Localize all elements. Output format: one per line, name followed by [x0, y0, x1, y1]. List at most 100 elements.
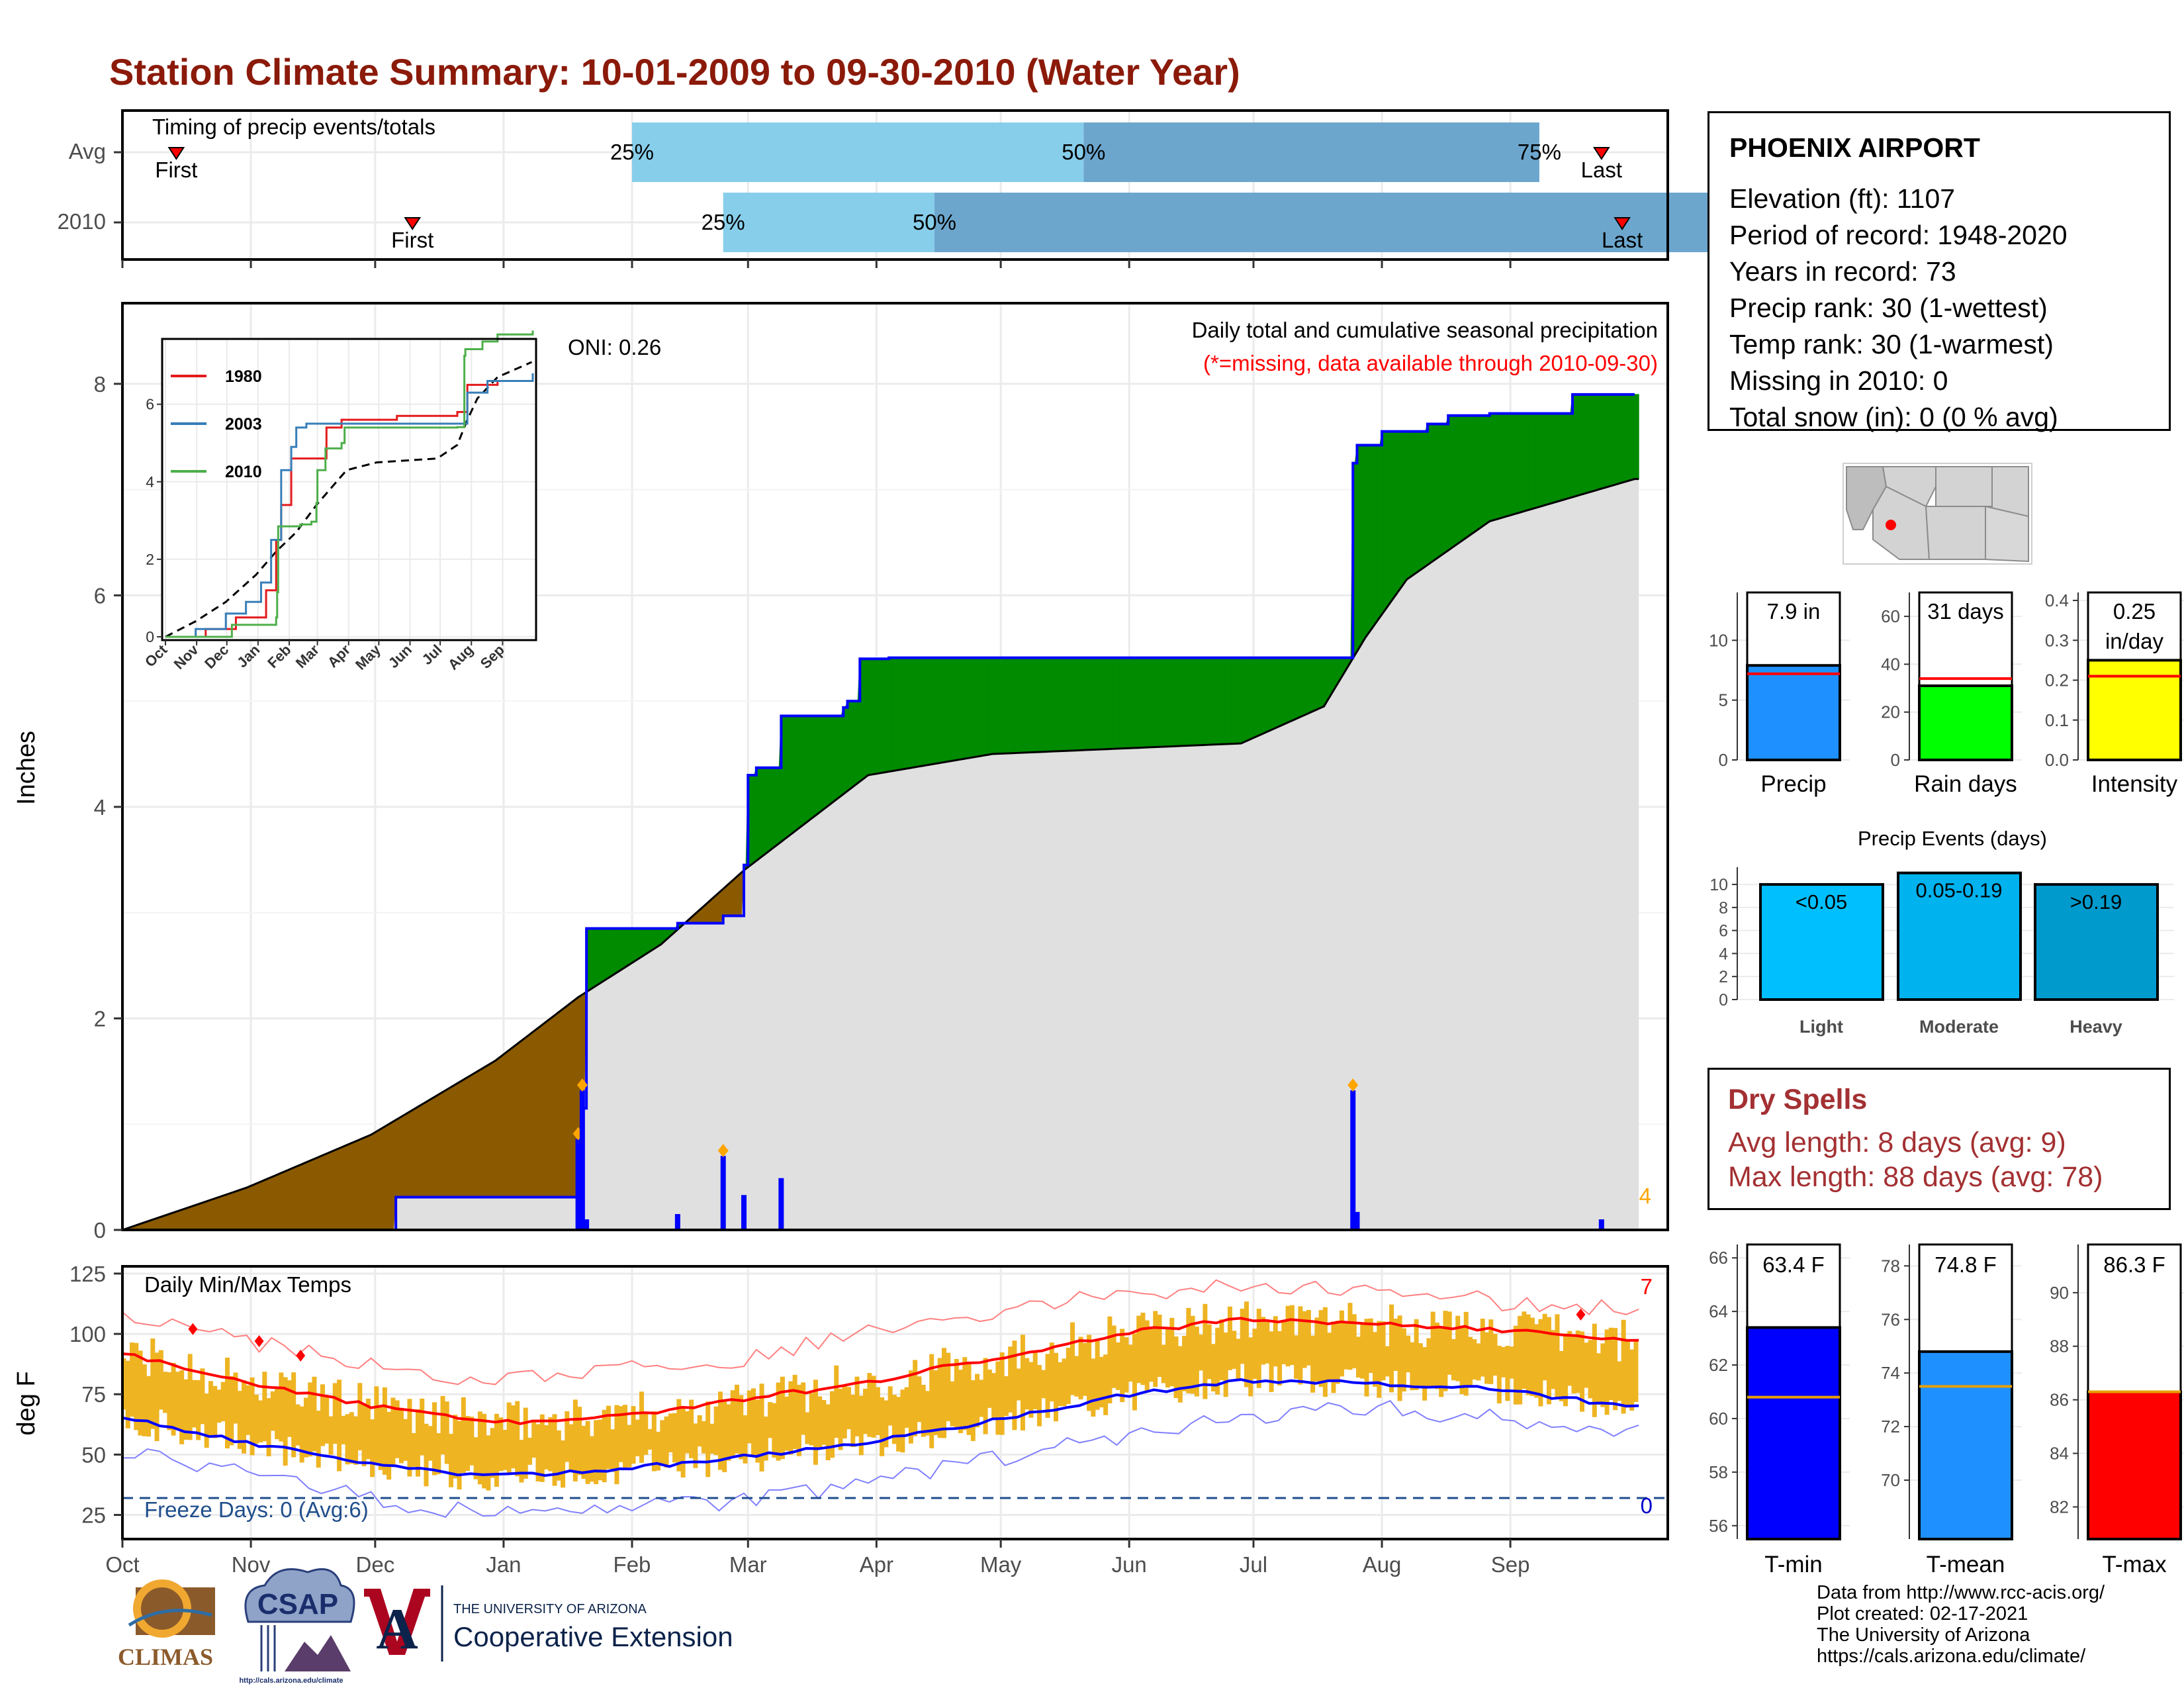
daily-temp-range-bar — [1032, 1351, 1038, 1409]
daily-temp-range-bar — [651, 1411, 657, 1472]
daily-temp-range-bar — [1327, 1333, 1332, 1382]
small-bar-ytick-label: 5 — [1719, 690, 1728, 710]
daily-temp-range-bar — [713, 1406, 719, 1456]
daily-temp-range-bar — [519, 1439, 524, 1483]
daily-temp-range-bar — [262, 1372, 267, 1442]
daily-temp-range-bar — [572, 1399, 578, 1481]
daily-temp-range-bar — [1406, 1335, 1411, 1373]
daily-temp-range-bar — [1422, 1346, 1428, 1401]
locator-map — [1843, 463, 2032, 565]
daily-temp-range-bar — [1443, 1311, 1448, 1391]
timing-pct-label: 25% — [610, 140, 654, 164]
daily-temp-range-bar — [556, 1430, 561, 1481]
daily-temp-range-bar — [1559, 1350, 1564, 1401]
daily-temp-range-bar — [1148, 1328, 1154, 1382]
daily-temp-range-bar — [606, 1405, 611, 1470]
daily-temp-range-bar — [1058, 1362, 1063, 1407]
daily-temp-range-bar — [1625, 1339, 1630, 1408]
month-tick-label: Aug — [1363, 1552, 1402, 1577]
events-category-label: Heavy — [2070, 1017, 2122, 1037]
daily-temp-range-bar — [1041, 1370, 1046, 1399]
daily-temp-range-bar — [1468, 1336, 1473, 1387]
daily-temp-range-bar — [755, 1399, 760, 1463]
daily-temp-range-bar — [258, 1400, 263, 1442]
daily-temp-range-bar — [552, 1414, 557, 1486]
temp-bar-value — [2087, 1390, 2182, 1540]
daily-temp-range-bar — [250, 1377, 255, 1456]
daily-temp-range-bar — [361, 1405, 367, 1467]
station-missing: Missing in 2010: 0 — [1729, 365, 1948, 396]
daily-temp-range-bar — [208, 1381, 213, 1436]
daily-temp-range-bar — [1261, 1317, 1266, 1365]
daily-temp-range-bar — [1310, 1335, 1316, 1393]
daily-temp-range-bar — [539, 1414, 545, 1482]
temp-bar-ytick-label: 70 — [1881, 1470, 1900, 1490]
events-ytick-label: 8 — [1719, 899, 1728, 917]
daily-temp-range-bar — [1592, 1323, 1597, 1417]
daily-temp-range-bar — [614, 1405, 619, 1485]
daily-temp-range-bar — [946, 1352, 951, 1421]
daily-temp-range-bar — [780, 1376, 785, 1460]
temp-bar-value — [1746, 1326, 1841, 1540]
daily-temp-range-bar — [639, 1391, 645, 1463]
daily-temp-range-bar — [163, 1372, 168, 1413]
daily-temp-range-bar — [527, 1437, 532, 1465]
daily-temp-range-bar — [1194, 1327, 1199, 1397]
daily-temp-range-bar — [817, 1396, 823, 1449]
daily-temp-range-bar — [1600, 1343, 1606, 1407]
daily-temp-range-bar — [436, 1433, 441, 1475]
small-bar-ytick-label: 20 — [1881, 702, 1900, 722]
daily-temp-range-bar — [291, 1372, 296, 1458]
daily-temp-range-bar — [502, 1430, 508, 1470]
events-ytick-label: 0 — [1719, 991, 1728, 1009]
month-tick-label: Feb — [614, 1552, 651, 1577]
dry-spells-title: Dry Spells — [1728, 1084, 1868, 1115]
daily-temp-range-bar — [382, 1387, 387, 1475]
month-tick-label: Jun — [1112, 1552, 1147, 1577]
events-bar — [2034, 883, 2159, 1001]
record-high-marker — [188, 1323, 198, 1335]
daily-temp-range-bar — [428, 1426, 433, 1461]
daily-temp-range-bar — [1430, 1311, 1435, 1389]
mean-max-line — [122, 1317, 1639, 1425]
daily-temp-range-bar — [477, 1411, 482, 1485]
events-ytick-label: 4 — [1719, 945, 1728, 963]
daily-temp-range-bar — [1534, 1324, 1539, 1398]
daily-temp-range-bar — [1008, 1346, 1013, 1413]
daily-temp-range-bar — [1447, 1311, 1452, 1375]
daily-temp-range-bar — [1426, 1338, 1432, 1387]
daily-temp-range-bar — [449, 1434, 454, 1487]
daily-temp-range-bar — [204, 1393, 209, 1448]
daily-temp-range-bar — [1355, 1336, 1361, 1378]
daily-temp-range-bar — [850, 1394, 856, 1448]
climas-logo-text: CLIMAS — [118, 1644, 213, 1670]
daily-temp-range-bar — [158, 1350, 163, 1410]
daily-temp-range-bar — [1488, 1319, 1494, 1384]
daily-temp-range-bar — [1103, 1354, 1109, 1415]
timing-row-label-avg: Avg — [69, 139, 106, 164]
temp-bottom-count: 0 — [1641, 1493, 1653, 1518]
csap-logo: CSAP http://cals.arizona.edu/climate — [239, 1568, 355, 1685]
daily-temp-range-bar — [1232, 1331, 1237, 1369]
daily-temp-range-bar — [138, 1350, 143, 1436]
daily-temp-range-bar — [660, 1420, 665, 1465]
daily-temp-range-bar — [577, 1407, 582, 1476]
daily-temp-range-bar — [983, 1358, 988, 1434]
daily-temp-range-bar — [622, 1405, 627, 1470]
daily-temp-range-bar — [561, 1440, 566, 1488]
daily-temp-range-bar — [1555, 1314, 1560, 1398]
daily-precip-bar — [674, 1214, 680, 1230]
first-event-label: First — [391, 228, 433, 252]
daily-temp-range-bar — [229, 1376, 234, 1446]
daily-temp-range-bar — [349, 1412, 354, 1464]
first-event-marker — [404, 217, 422, 230]
daily-precip-bar — [720, 1156, 726, 1230]
daily-temp-range-bar — [403, 1419, 408, 1461]
daily-temp-range-bar — [461, 1397, 466, 1473]
daily-temp-range-bar — [796, 1384, 801, 1456]
daily-temp-range-bar — [308, 1382, 313, 1457]
average-cumulative-area — [122, 479, 1639, 1230]
daily-temp-range-bar — [1393, 1319, 1398, 1372]
inset-ytick-label: 2 — [146, 551, 154, 568]
